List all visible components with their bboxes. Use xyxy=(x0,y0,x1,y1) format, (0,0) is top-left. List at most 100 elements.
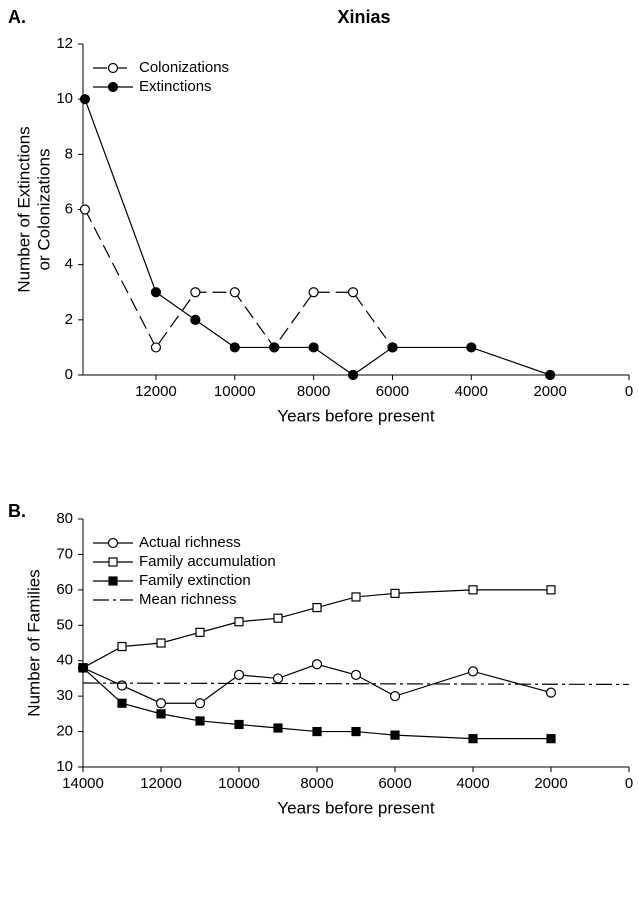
marker xyxy=(308,287,319,298)
x-tick-label: 10000 xyxy=(218,775,260,792)
marker xyxy=(229,342,240,353)
series xyxy=(78,663,556,744)
series xyxy=(79,94,556,381)
marker xyxy=(269,342,280,353)
marker xyxy=(195,716,205,726)
marker xyxy=(390,588,400,599)
legend-marker xyxy=(107,537,119,549)
y-tick-label: 20 xyxy=(56,723,73,740)
marker xyxy=(117,698,127,708)
marker xyxy=(234,617,244,627)
marker xyxy=(468,585,478,595)
marker xyxy=(545,687,557,698)
x-tick-label: 6000 xyxy=(378,775,411,792)
x-tick-label: 8000 xyxy=(300,775,333,792)
marker xyxy=(150,287,162,298)
x-tick-label: 12000 xyxy=(140,775,182,792)
marker xyxy=(79,94,91,105)
series-line xyxy=(82,663,552,704)
y-tick-label: 40 xyxy=(56,652,73,669)
y-tick-label: 70 xyxy=(56,545,73,562)
x-tick-label: 14000 xyxy=(62,775,104,792)
legend-marker xyxy=(107,81,119,93)
marker xyxy=(79,204,91,215)
marker xyxy=(272,673,284,684)
y-tick-label: 2 xyxy=(65,311,73,328)
x-tick-label: 0 xyxy=(625,383,633,400)
marker xyxy=(156,638,166,648)
marker xyxy=(390,730,400,740)
series xyxy=(79,204,398,353)
marker xyxy=(312,602,322,613)
marker xyxy=(155,698,167,709)
x-axis-label: Years before present xyxy=(277,406,434,425)
legend-label: Extinctions xyxy=(139,78,212,95)
marker xyxy=(233,669,245,680)
x-tick-label: 8000 xyxy=(297,383,330,400)
x-tick-label: 2000 xyxy=(533,383,566,400)
series-line xyxy=(82,682,630,686)
marker xyxy=(78,663,88,673)
y-tick-label: 60 xyxy=(56,581,73,598)
marker xyxy=(389,691,401,702)
marker xyxy=(387,342,398,353)
x-tick-label: 2000 xyxy=(534,775,567,792)
y-tick-label: 80 xyxy=(56,510,73,527)
series-line xyxy=(84,209,393,349)
y-axis-label: or Colonizations xyxy=(34,149,53,271)
marker xyxy=(347,369,359,381)
legend-label: Family extinction xyxy=(139,572,251,589)
marker xyxy=(194,698,206,709)
y-tick-label: 30 xyxy=(56,687,73,704)
marker xyxy=(273,723,283,733)
x-tick-label: 10000 xyxy=(214,383,256,400)
series xyxy=(82,682,630,686)
y-tick-label: 6 xyxy=(65,200,73,217)
marker xyxy=(350,669,362,680)
marker xyxy=(229,287,240,298)
legend-label: Family accumulation xyxy=(139,553,276,570)
panel-label: B. xyxy=(8,501,26,521)
marker xyxy=(116,680,128,691)
legend-marker xyxy=(108,557,118,567)
series-line xyxy=(84,98,551,376)
marker xyxy=(234,719,244,730)
panel-label: A. xyxy=(8,7,26,27)
y-tick-label: 0 xyxy=(65,366,73,383)
marker xyxy=(467,666,479,677)
y-tick-label: 50 xyxy=(56,616,73,633)
marker xyxy=(546,734,556,744)
y-axis-label: Number of Extinctions xyxy=(14,126,33,292)
x-tick-label: 4000 xyxy=(456,775,489,792)
marker xyxy=(351,592,361,602)
x-tick-label: 6000 xyxy=(376,383,409,400)
y-tick-label: 12 xyxy=(56,35,73,52)
legend-label: Actual richness xyxy=(139,534,241,551)
marker xyxy=(347,287,359,298)
marker xyxy=(273,613,283,623)
marker xyxy=(190,287,201,298)
marker xyxy=(190,314,201,325)
legend-marker xyxy=(108,576,118,586)
x-tick-label: 4000 xyxy=(455,383,488,400)
legend-marker xyxy=(107,62,119,74)
legend-label: Mean richness xyxy=(139,591,237,608)
chart-title: Xinias xyxy=(337,7,390,27)
marker xyxy=(117,641,127,652)
marker xyxy=(311,659,323,670)
x-axis-label: Years before present xyxy=(277,798,434,817)
legend-label: Colonizations xyxy=(139,59,229,76)
marker xyxy=(468,734,478,744)
marker xyxy=(308,342,319,353)
marker xyxy=(545,369,556,381)
marker xyxy=(156,709,166,719)
y-axis-label: Number of Families xyxy=(24,569,43,716)
x-tick-label: 12000 xyxy=(135,383,177,400)
marker xyxy=(546,585,556,595)
marker xyxy=(312,726,322,737)
marker xyxy=(150,342,162,353)
y-tick-label: 10 xyxy=(56,758,73,775)
marker xyxy=(195,627,205,637)
y-tick-label: 4 xyxy=(65,256,73,273)
